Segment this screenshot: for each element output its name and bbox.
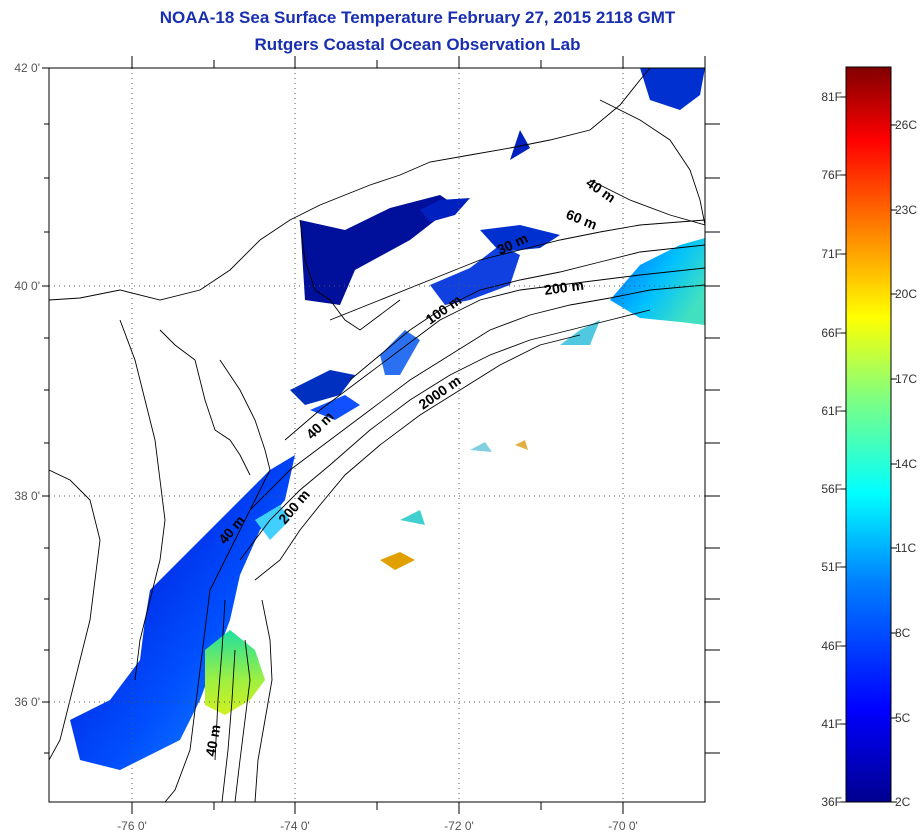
map-subtitle: Rutgers Coastal Ocean Observation Lab bbox=[254, 35, 581, 54]
colorbar-label-f: 81F bbox=[821, 90, 842, 104]
colorbar-label-f: 51F bbox=[821, 560, 842, 574]
lon-label-72: -72 0' bbox=[444, 819, 474, 832]
lat-label-38: 38 0' bbox=[14, 489, 40, 503]
colorbar-label-c: 5C bbox=[895, 711, 911, 725]
sst-data-layer bbox=[70, 68, 705, 770]
tick-marks bbox=[42, 56, 720, 814]
lon-label-70: -70 0' bbox=[608, 819, 638, 832]
colorbar bbox=[845, 66, 892, 803]
isobath-label: 40 m bbox=[202, 723, 223, 757]
colorbar-label-f: 36F bbox=[821, 795, 842, 809]
isobath-label: 200 m bbox=[543, 277, 585, 298]
colorbar-label-c: 23C bbox=[895, 203, 917, 217]
colorbar-label-c: 20C bbox=[895, 287, 917, 301]
map-title: NOAA-18 Sea Surface Temperature February… bbox=[159, 8, 676, 27]
colorbar-label-c: 26C bbox=[895, 118, 917, 132]
lon-label-74: -74 0' bbox=[280, 819, 310, 832]
colorbar-ticks bbox=[840, 96, 897, 803]
colorbar-label-f: 76F bbox=[821, 168, 842, 182]
colorbar-label-c: 14C bbox=[895, 457, 917, 471]
coastline-layer bbox=[49, 68, 705, 802]
colorbar-label-f: 66F bbox=[821, 326, 842, 340]
isobath-label: 40 m bbox=[583, 174, 618, 205]
lat-label-40: 40 0' bbox=[14, 279, 40, 293]
colorbar-label-c: 2C bbox=[895, 795, 911, 809]
colorbar-label-c: 8C bbox=[895, 626, 911, 640]
lon-label-76: -76 0' bbox=[117, 819, 147, 832]
colorbar-label-f: 41F bbox=[821, 717, 842, 731]
isobath-label: 60 m bbox=[564, 206, 600, 233]
colorbar-label-c: 17C bbox=[895, 372, 917, 386]
colorbar-label-f: 56F bbox=[821, 482, 842, 496]
colorbar-label-f: 71F bbox=[821, 247, 842, 261]
colorbar-label-c: 11C bbox=[895, 541, 916, 555]
colorbar-label-f: 46F bbox=[821, 639, 842, 653]
lat-label-36: 36 0' bbox=[14, 695, 40, 709]
colorbar-label-f: 61F bbox=[821, 404, 842, 418]
lat-label-42: 42 0' bbox=[14, 61, 40, 75]
